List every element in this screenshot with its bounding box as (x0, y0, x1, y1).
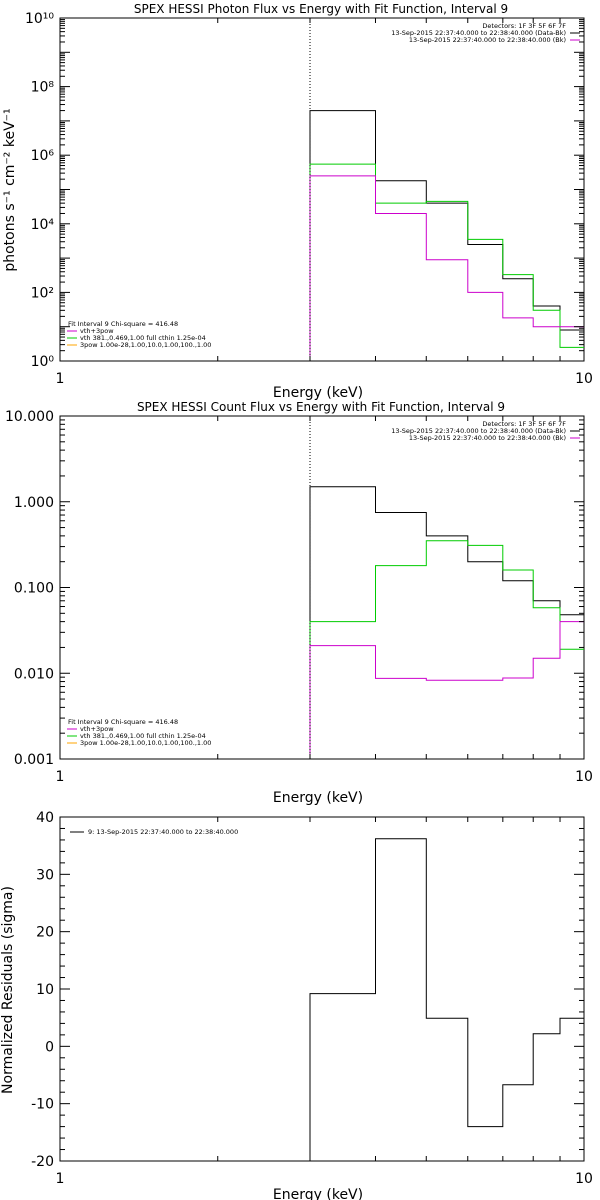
x-tick-label: 1 (56, 371, 65, 387)
top-legend-text: 13-Sep-2015 22:37:40.000 to 22:38:40.000… (391, 427, 566, 435)
panel-count-flux: SPEX HESSI Count Flux vs Energy with Fit… (5, 400, 593, 806)
count-plot-frame (59, 415, 585, 760)
count-panel-title: SPEX HESSI Count Flux vs Energy with Fit… (137, 400, 505, 414)
y-tick-label: 0.010 (14, 666, 54, 682)
y-tick-label: 10 (36, 982, 54, 998)
x-tick-label: 10 (575, 371, 593, 387)
x-tick-label: 1 (56, 1171, 65, 1187)
bottom-legend-text: vth+3pow (80, 725, 114, 733)
y-tick-label: 10⁰ (31, 354, 55, 370)
bottom-legend-text: vth+3pow (80, 327, 114, 335)
series-0-step-line (309, 838, 584, 1161)
y-tick-label: 1.000 (14, 495, 54, 511)
x-tick-label: 10 (575, 1171, 593, 1187)
series-2-step-line (309, 175, 584, 361)
series-0-step-line (309, 110, 584, 361)
residual-y-axis-label: Normalized Residuals (sigma) (0, 886, 16, 1094)
y-tick-label: 10.000 (5, 409, 54, 425)
panel-residuals: 1 10 -20 -10 0 10 20 30 40 9: 13-Sep-2015 22:37:… (0, 810, 593, 1200)
series-1-step-line (309, 540, 584, 759)
photon-panel-title: SPEX HESSI Photon Flux vs Energy with Fi… (134, 2, 508, 16)
photon-x-axis-label: Energy (keV) (273, 385, 363, 401)
y-tick-label: -20 (31, 1154, 54, 1170)
residual-legend-text: 9: 13-Sep-2015 22:37:40.000 to 22:38:40.… (88, 828, 238, 836)
top-legend-text: 13-Sep-2015 22:37:40.000 to 22:38:40.000… (409, 36, 566, 44)
bottom-legend-text: Fit Interval 9 Chi-square = 416.48 (68, 320, 178, 328)
bottom-legend-text: vth 381.,0.469,1.00 full cthin 1.25e-04 (80, 732, 206, 740)
x-tick-label: 1 (56, 769, 65, 785)
y-tick-label: 40 (36, 810, 54, 826)
bottom-legend-text: Fit Interval 9 Chi-square = 416.48 (68, 718, 178, 726)
residual-x-axis-label: Energy (keV) (273, 1187, 363, 1200)
x-tick-label: 10 (575, 769, 593, 785)
y-tick-label: 10⁶ (31, 148, 55, 164)
y-tick-label: 10⁴ (31, 217, 55, 233)
photon-y-axis-label: photons s⁻¹ cm⁻² keV⁻¹ (2, 108, 18, 271)
residual-plot-frame (59, 816, 585, 1162)
count-x-axis-label: Energy (keV) (273, 790, 363, 806)
y-tick-label: 0 (45, 1039, 54, 1055)
photon-plot-frame (59, 17, 585, 362)
y-tick-label: 0.100 (14, 581, 54, 597)
top-legend-text: Detectors: 1F 3F 5F 6F 7F (482, 22, 566, 30)
bottom-legend-text: 3pow 1.00e-28,1.00,10.0,1.00,100.,1.00 (80, 739, 211, 747)
series-2-step-line (309, 621, 584, 759)
y-tick-label: 0.001 (14, 752, 54, 768)
bottom-legend-text: vth 381.,0.469,1.00 full cthin 1.25e-04 (80, 334, 206, 342)
y-tick-label: -10 (31, 1097, 54, 1113)
top-legend-text: 13-Sep-2015 22:37:40.000 to 22:38:40.000… (409, 434, 566, 442)
top-legend-text: 13-Sep-2015 22:37:40.000 to 22:38:40.000… (391, 29, 566, 37)
panel-photon-flux: SPEX HESSI Photon Flux vs Energy with Fi… (2, 2, 593, 401)
top-legend-text: Detectors: 1F 3F 5F 6F 7F (482, 420, 566, 428)
y-tick-label: 20 (36, 925, 54, 941)
bottom-legend-text: 3pow 1.00e-28,1.00,10.0,1.00,100.,1.00 (80, 341, 211, 349)
y-tick-label: 10⁸ (31, 80, 55, 96)
series-1-step-line (309, 163, 584, 361)
series-0-step-line (309, 486, 584, 759)
y-tick-label: 10² (31, 285, 54, 301)
y-tick-label: 10¹⁰ (25, 11, 54, 27)
y-tick-label: 30 (36, 867, 54, 883)
